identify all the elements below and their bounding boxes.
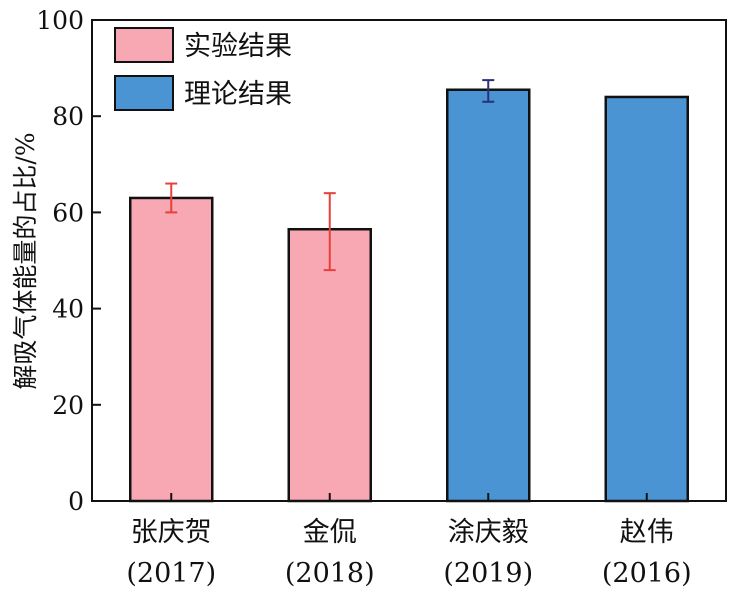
plot-frame (91, 19, 727, 502)
y-axis-title: 解吸气体能量的占比/% (11, 132, 40, 389)
x-category-year: (2016) (602, 558, 692, 589)
y-tick-label: 100 (36, 6, 84, 35)
y-tick-label: 0 (68, 487, 84, 516)
x-category-label: 张庆贺 (131, 517, 212, 548)
bar-4 (604, 95, 689, 503)
x-category-year: (2018) (285, 558, 375, 589)
x-category-label: 金侃 (303, 517, 357, 548)
legend-swatch-theoretical (114, 75, 174, 111)
y-tick-label: 60 (52, 198, 84, 227)
y-tick-label: 80 (52, 102, 84, 131)
bar-1 (129, 196, 214, 503)
legend-label-theoretical: 理论结果 (184, 79, 292, 110)
x-category-year: (2019) (443, 558, 533, 589)
y-tick-label: 40 (52, 295, 84, 324)
bar-3 (446, 88, 531, 503)
legend-label-experimental: 实验结果 (184, 31, 292, 62)
legend: 实验结果 理论结果 (114, 27, 292, 111)
x-category-year: (2017) (126, 558, 216, 589)
bars (129, 88, 689, 503)
x-category-label: 赵伟 (620, 517, 674, 548)
x-category-label: 涂庆毅 (448, 517, 529, 548)
y-tick-label: 20 (52, 391, 84, 420)
legend-swatch-experimental (114, 27, 174, 63)
error-bars (165, 79, 495, 272)
y-axis-ticks: 0 20 40 60 80 100 (36, 6, 101, 516)
x-axis-labels: 张庆贺 (2017) 金侃 (2018) 涂庆毅 (2019) 赵伟 (2016) (126, 493, 692, 589)
bar-2 (287, 227, 372, 503)
